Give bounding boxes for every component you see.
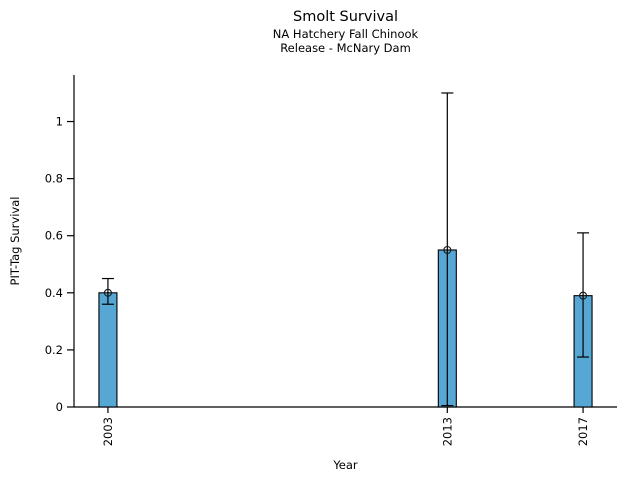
point-marker-2003 <box>103 288 112 297</box>
y-tick-label-0: 0 <box>56 400 63 414</box>
chart-subtitle-line1: NA Hatchery Fall Chinook <box>272 27 419 41</box>
x-tick-label-2013: 2013 <box>440 417 454 446</box>
point-marker-2017 <box>579 291 588 300</box>
x-axis-title: Year <box>332 458 358 472</box>
x-tick-label-2017: 2017 <box>576 417 590 446</box>
y-tick-label-0.4: 0.4 <box>45 286 63 300</box>
bar-2003 <box>98 292 118 408</box>
y-tick-label-0.2: 0.2 <box>45 343 63 357</box>
y-tick-label-0.6: 0.6 <box>45 229 63 243</box>
x-tick-label-2003: 2003 <box>101 417 115 446</box>
chart-subtitle-line2: Release - McNary Dam <box>280 41 411 55</box>
y-tick-label-1: 1 <box>56 115 63 129</box>
chart-header: Smolt Survival NA Hatchery Fall Chinook … <box>74 8 617 55</box>
chart-title: Smolt Survival <box>293 9 398 25</box>
y-tick-label-0.8: 0.8 <box>45 172 63 186</box>
point-marker-2013 <box>443 245 452 255</box>
y-axis-title: PIT-Tag Survival <box>8 197 22 286</box>
